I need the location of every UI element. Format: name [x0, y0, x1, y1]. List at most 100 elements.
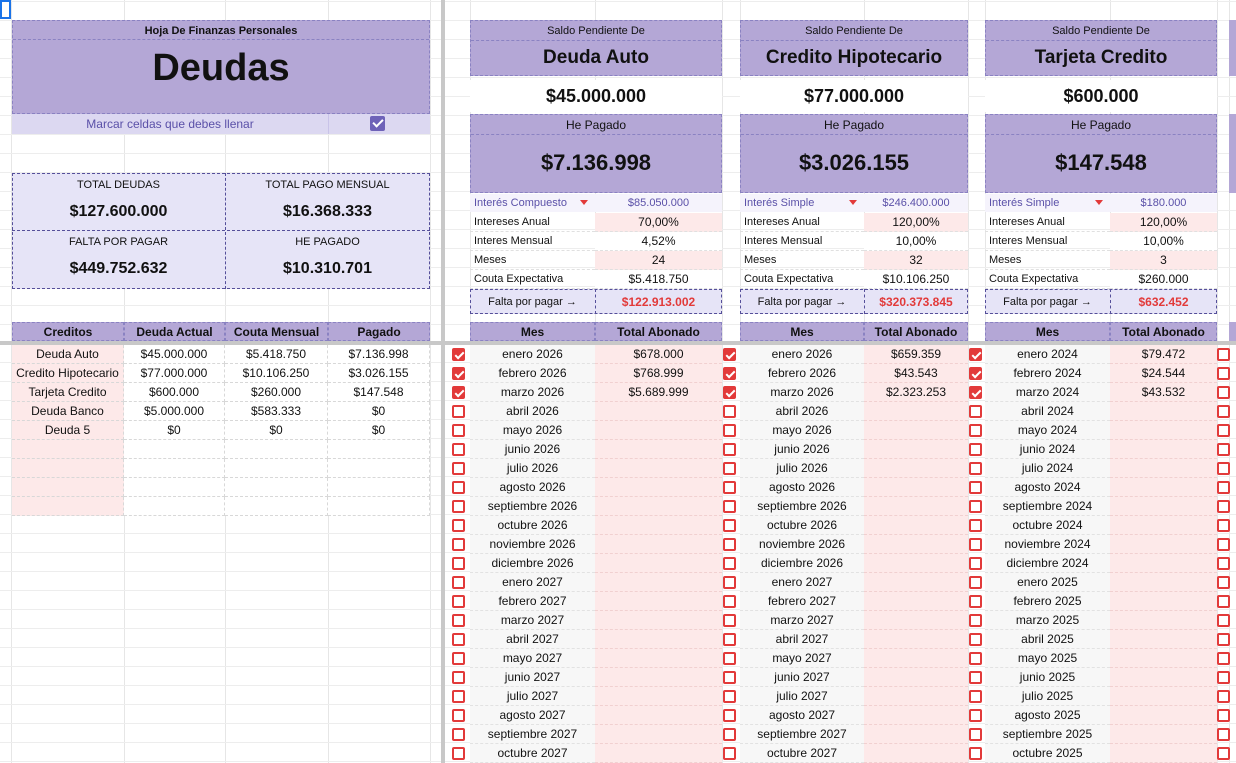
checkbox-icon[interactable] — [452, 728, 465, 741]
abono-cell[interactable] — [1110, 478, 1217, 497]
detail-value[interactable]: 120,00% — [864, 213, 968, 232]
abono-cell[interactable] — [1110, 630, 1217, 649]
abono-cell[interactable] — [1110, 554, 1217, 573]
checkbox-icon[interactable] — [723, 690, 736, 703]
checkbox-icon[interactable] — [1217, 481, 1230, 494]
credito-value-cell[interactable]: $147.548 — [328, 383, 430, 402]
checkbox-icon[interactable] — [1217, 348, 1230, 361]
checkbox-icon[interactable] — [969, 595, 982, 608]
checkbox-icon[interactable] — [452, 709, 465, 722]
checkbox-icon[interactable] — [1217, 576, 1230, 589]
credito-value-cell[interactable]: $0 — [225, 421, 328, 440]
checkbox-icon[interactable] — [969, 519, 982, 532]
checkbox-icon[interactable] — [723, 652, 736, 665]
checkbox-icon[interactable] — [1217, 367, 1230, 380]
checkbox-icon[interactable] — [1217, 557, 1230, 570]
checkbox-icon[interactable] — [723, 671, 736, 684]
abono-cell[interactable] — [595, 554, 722, 573]
checkbox-icon[interactable] — [1217, 519, 1230, 532]
checkbox-icon[interactable] — [723, 519, 736, 532]
saldo-value[interactable]: $600.000 — [985, 80, 1217, 112]
saldo-value[interactable]: $77.000.000 — [740, 80, 968, 112]
saldo-value[interactable]: $45.000.000 — [470, 80, 722, 112]
checkbox-icon[interactable] — [723, 557, 736, 570]
checkbox-checked-icon[interactable] — [723, 386, 736, 399]
checkbox-icon[interactable] — [1217, 405, 1230, 418]
abono-cell[interactable] — [1110, 535, 1217, 554]
checkbox-icon[interactable] — [1217, 386, 1230, 399]
detail-value[interactable]: 32 — [864, 251, 968, 270]
abono-cell[interactable] — [595, 611, 722, 630]
checkbox-icon[interactable] — [1217, 747, 1230, 760]
checkbox-icon[interactable] — [969, 690, 982, 703]
abono-cell[interactable] — [864, 592, 968, 611]
abono-cell[interactable]: $5.689.999 — [595, 383, 722, 402]
checkbox-icon[interactable] — [723, 747, 736, 760]
abono-cell[interactable] — [1110, 573, 1217, 592]
abono-cell[interactable]: $43.532 — [1110, 383, 1217, 402]
credito-value-cell[interactable]: $260.000 — [225, 383, 328, 402]
checkbox-icon[interactable] — [969, 671, 982, 684]
abono-cell[interactable] — [864, 554, 968, 573]
checkbox-icon[interactable] — [1217, 614, 1230, 627]
checkbox-checked-icon[interactable] — [452, 386, 465, 399]
abono-cell[interactable] — [1110, 459, 1217, 478]
abono-cell[interactable] — [595, 402, 722, 421]
abono-cell[interactable] — [864, 402, 968, 421]
abono-cell[interactable] — [595, 497, 722, 516]
abono-cell[interactable] — [595, 706, 722, 725]
abono-cell[interactable] — [864, 421, 968, 440]
checkbox-icon[interactable] — [723, 405, 736, 418]
checkbox-icon[interactable] — [969, 405, 982, 418]
checkbox-icon[interactable] — [723, 424, 736, 437]
abono-cell[interactable] — [595, 459, 722, 478]
credito-name-cell[interactable]: Tarjeta Credito — [12, 383, 124, 402]
abono-cell[interactable] — [1110, 744, 1217, 763]
checkbox-icon[interactable] — [723, 633, 736, 646]
checkbox-icon[interactable] — [969, 424, 982, 437]
checkbox-icon[interactable] — [452, 595, 465, 608]
abono-cell[interactable] — [864, 535, 968, 554]
credito-value-cell[interactable] — [225, 440, 328, 459]
checkbox-checked-icon[interactable] — [723, 367, 736, 380]
checkbox-icon[interactable] — [969, 538, 982, 551]
abono-cell[interactable] — [1110, 497, 1217, 516]
dropdown-arrow-icon[interactable] — [849, 200, 857, 205]
credito-name-cell[interactable]: Deuda Banco — [12, 402, 124, 421]
checkbox-checked-icon[interactable] — [723, 348, 736, 361]
credito-value-cell[interactable]: $77.000.000 — [124, 364, 225, 383]
dropdown-arrow-icon[interactable] — [1095, 200, 1103, 205]
checkbox-icon[interactable] — [452, 557, 465, 570]
checkbox-icon[interactable] — [969, 709, 982, 722]
legend-checkbox[interactable] — [370, 116, 385, 131]
checkbox-icon[interactable] — [452, 538, 465, 551]
checkbox-icon[interactable] — [1217, 652, 1230, 665]
abono-cell[interactable] — [864, 725, 968, 744]
credito-value-cell[interactable] — [328, 459, 430, 478]
credito-value-cell[interactable]: $0 — [124, 421, 225, 440]
checkbox-icon[interactable] — [452, 405, 465, 418]
abono-cell[interactable] — [595, 687, 722, 706]
abono-cell[interactable] — [864, 459, 968, 478]
frozen-column-divider[interactable] — [441, 0, 445, 763]
checkbox-icon[interactable] — [452, 500, 465, 513]
checkbox-icon[interactable] — [1217, 443, 1230, 456]
credito-value-cell[interactable]: $45.000.000 — [124, 345, 225, 364]
credito-value-cell[interactable]: $0 — [328, 421, 430, 440]
checkbox-icon[interactable] — [452, 481, 465, 494]
checkbox-icon[interactable] — [1217, 424, 1230, 437]
abono-cell[interactable] — [595, 478, 722, 497]
checkbox-icon[interactable] — [969, 728, 982, 741]
checkbox-icon[interactable] — [969, 747, 982, 760]
checkbox-icon[interactable] — [723, 728, 736, 741]
abono-cell[interactable]: $24.544 — [1110, 364, 1217, 383]
interest-type-select[interactable]: Interés Simple — [985, 194, 1110, 212]
abono-cell[interactable]: $659.359 — [864, 345, 968, 364]
credito-value-cell[interactable] — [328, 497, 430, 516]
credito-value-cell[interactable]: $3.026.155 — [328, 364, 430, 383]
checkbox-icon[interactable] — [452, 576, 465, 589]
credito-value-cell[interactable]: $10.106.250 — [225, 364, 328, 383]
credito-name-cell[interactable] — [12, 497, 124, 516]
detail-value[interactable]: 3 — [1110, 251, 1217, 270]
credito-name-cell[interactable] — [12, 440, 124, 459]
